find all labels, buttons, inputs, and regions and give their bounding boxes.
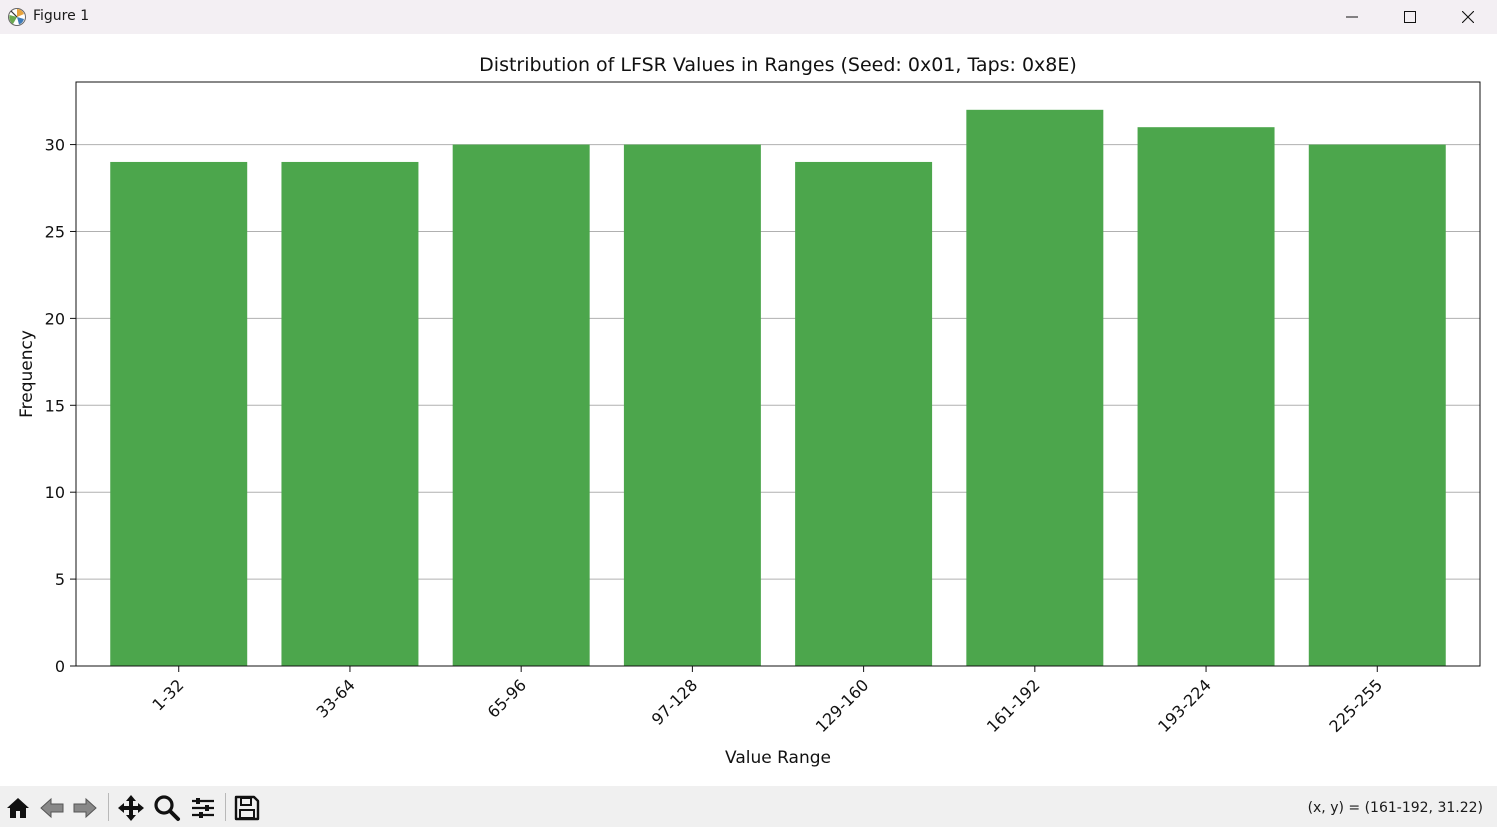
x-tick-label: 129-160 bbox=[812, 675, 873, 736]
bar bbox=[795, 161, 933, 666]
bar-chart[interactable]: Distribution of LFSR Values in Ranges (S… bbox=[0, 34, 1497, 786]
x-tick-label: 97-128 bbox=[648, 675, 702, 729]
navigation-toolbar: (x, y) = (161-192, 31.22) bbox=[0, 786, 1497, 827]
y-tick-label: 15 bbox=[45, 396, 65, 415]
bar bbox=[966, 109, 1104, 667]
back-icon bbox=[40, 797, 64, 819]
minimize-button[interactable] bbox=[1323, 0, 1381, 34]
window-title: Figure 1 bbox=[33, 8, 90, 24]
zoom-button[interactable] bbox=[152, 793, 182, 823]
configure-subplots-button[interactable] bbox=[188, 793, 218, 823]
close-button[interactable] bbox=[1439, 0, 1497, 34]
configure-subplots-icon bbox=[192, 798, 214, 818]
bar bbox=[623, 144, 761, 667]
x-tick-label: 225-255 bbox=[1325, 675, 1386, 736]
bar bbox=[452, 144, 590, 667]
window-titlebar: Figure 1 bbox=[0, 0, 1497, 34]
back-button[interactable] bbox=[37, 793, 67, 823]
y-tick-label: 0 bbox=[55, 657, 65, 676]
x-tick-label: 33-64 bbox=[312, 675, 358, 721]
y-tick-label: 25 bbox=[45, 222, 65, 241]
maximize-button[interactable] bbox=[1381, 0, 1439, 34]
minimize-icon bbox=[1346, 16, 1358, 18]
zoom-icon bbox=[154, 795, 180, 821]
bar bbox=[1137, 127, 1275, 666]
x-tick-label: 1-32 bbox=[148, 675, 187, 714]
bar bbox=[1308, 144, 1446, 667]
close-icon bbox=[1462, 11, 1474, 23]
y-tick-label: 20 bbox=[45, 309, 65, 328]
home-button[interactable] bbox=[3, 793, 33, 823]
x-tick-label: 161-192 bbox=[983, 675, 1044, 736]
x-tick-label: 193-224 bbox=[1154, 675, 1215, 736]
y-tick-label: 5 bbox=[55, 570, 65, 589]
bar bbox=[110, 161, 248, 666]
cursor-coordinates: (x, y) = (161-192, 31.22) bbox=[1307, 800, 1483, 816]
maximize-icon bbox=[1404, 11, 1416, 23]
toolbar-separator bbox=[225, 793, 226, 821]
forward-icon bbox=[73, 797, 97, 819]
y-axis-label: Frequency bbox=[17, 330, 37, 418]
bar bbox=[281, 161, 419, 666]
y-tick-label: 10 bbox=[45, 483, 65, 502]
save-button[interactable] bbox=[232, 793, 262, 823]
plot-frame bbox=[75, 81, 1481, 667]
x-tick-label: 65-96 bbox=[484, 675, 530, 721]
y-tick-label: 30 bbox=[45, 136, 65, 155]
matplotlib-logo-icon bbox=[8, 8, 26, 26]
chart-title: Distribution of LFSR Values in Ranges (S… bbox=[479, 54, 1077, 76]
save-icon bbox=[234, 795, 260, 821]
home-icon bbox=[7, 798, 29, 818]
pan-button[interactable] bbox=[116, 793, 146, 823]
toolbar-separator bbox=[108, 793, 109, 821]
x-axis: 1-32 33-64 65-96 97-128 129-160 161-192 193-22… bbox=[148, 666, 1386, 736]
y-axis: 0 5 10 15 20 25 30 bbox=[45, 136, 76, 676]
bars bbox=[110, 109, 1446, 667]
pan-icon bbox=[118, 795, 144, 821]
forward-button[interactable] bbox=[70, 793, 100, 823]
x-axis-label: Value Range bbox=[725, 748, 831, 768]
